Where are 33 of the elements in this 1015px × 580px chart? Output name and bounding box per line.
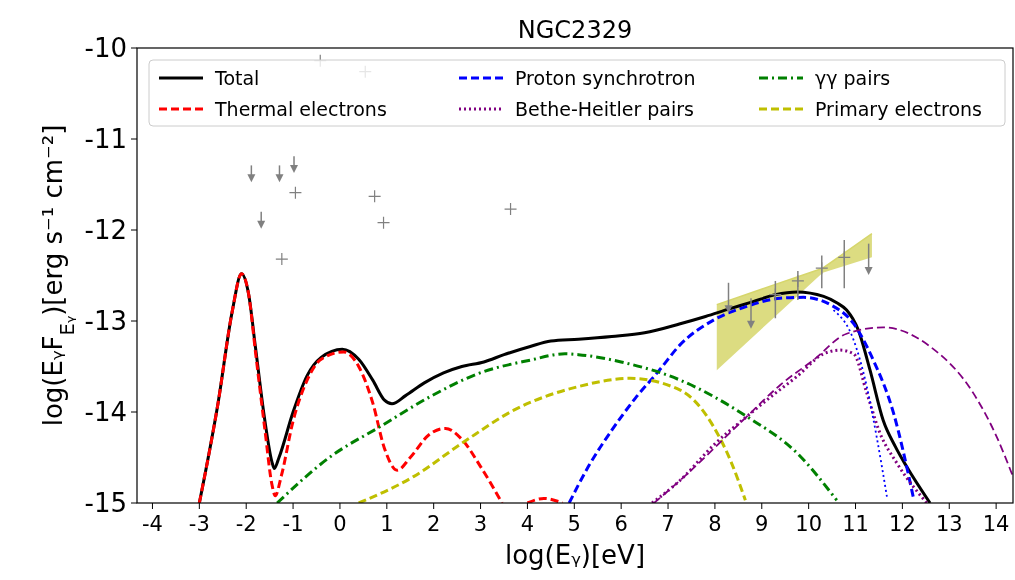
- y-tick-label: -14: [84, 397, 127, 427]
- x-tick-label: 6: [614, 512, 628, 536]
- y-tick-label: -13: [84, 306, 127, 336]
- y-tick-label: -11: [84, 124, 127, 154]
- x-tick-label: 7: [661, 512, 675, 536]
- legend-label: Proton synchrotron: [515, 67, 696, 89]
- legend-label: Primary electrons: [815, 98, 982, 120]
- x-tick-label: 4: [520, 512, 535, 536]
- x-tick-label: 8: [708, 512, 722, 536]
- x-tick-label: 9: [755, 512, 769, 536]
- x-tick-label: 3: [473, 512, 488, 536]
- y-tick-label: -10: [84, 33, 127, 63]
- x-tick-label: -4: [141, 512, 163, 536]
- x-tick-label: 0: [333, 512, 347, 536]
- legend-label: γγ pairs: [815, 67, 891, 89]
- x-tick-label: 10: [795, 512, 823, 536]
- x-tick-label: -2: [235, 512, 257, 536]
- legend-label: Total: [214, 67, 260, 89]
- x-tick-label: 5: [567, 512, 581, 536]
- x-axis-title: log(Eᵧ)[eV]: [504, 540, 646, 570]
- x-tick-label: 12: [889, 512, 916, 536]
- x-tick-label: -1: [282, 512, 304, 536]
- y-tick-label: -15: [84, 488, 127, 518]
- y-tick-label: -12: [84, 215, 127, 245]
- x-tick-label: 11: [842, 512, 869, 536]
- x-tick-label: 1: [380, 512, 394, 536]
- x-tick-label: 13: [935, 512, 963, 536]
- legend-label: Bethe-Heitler pairs: [515, 98, 694, 120]
- x-tick-label: -3: [188, 512, 210, 536]
- legend-label: Thermal electrons: [214, 98, 387, 120]
- chart-title: NGC2329: [517, 16, 633, 44]
- x-tick-label: 2: [427, 512, 441, 536]
- x-tick-label: 14: [982, 512, 1010, 536]
